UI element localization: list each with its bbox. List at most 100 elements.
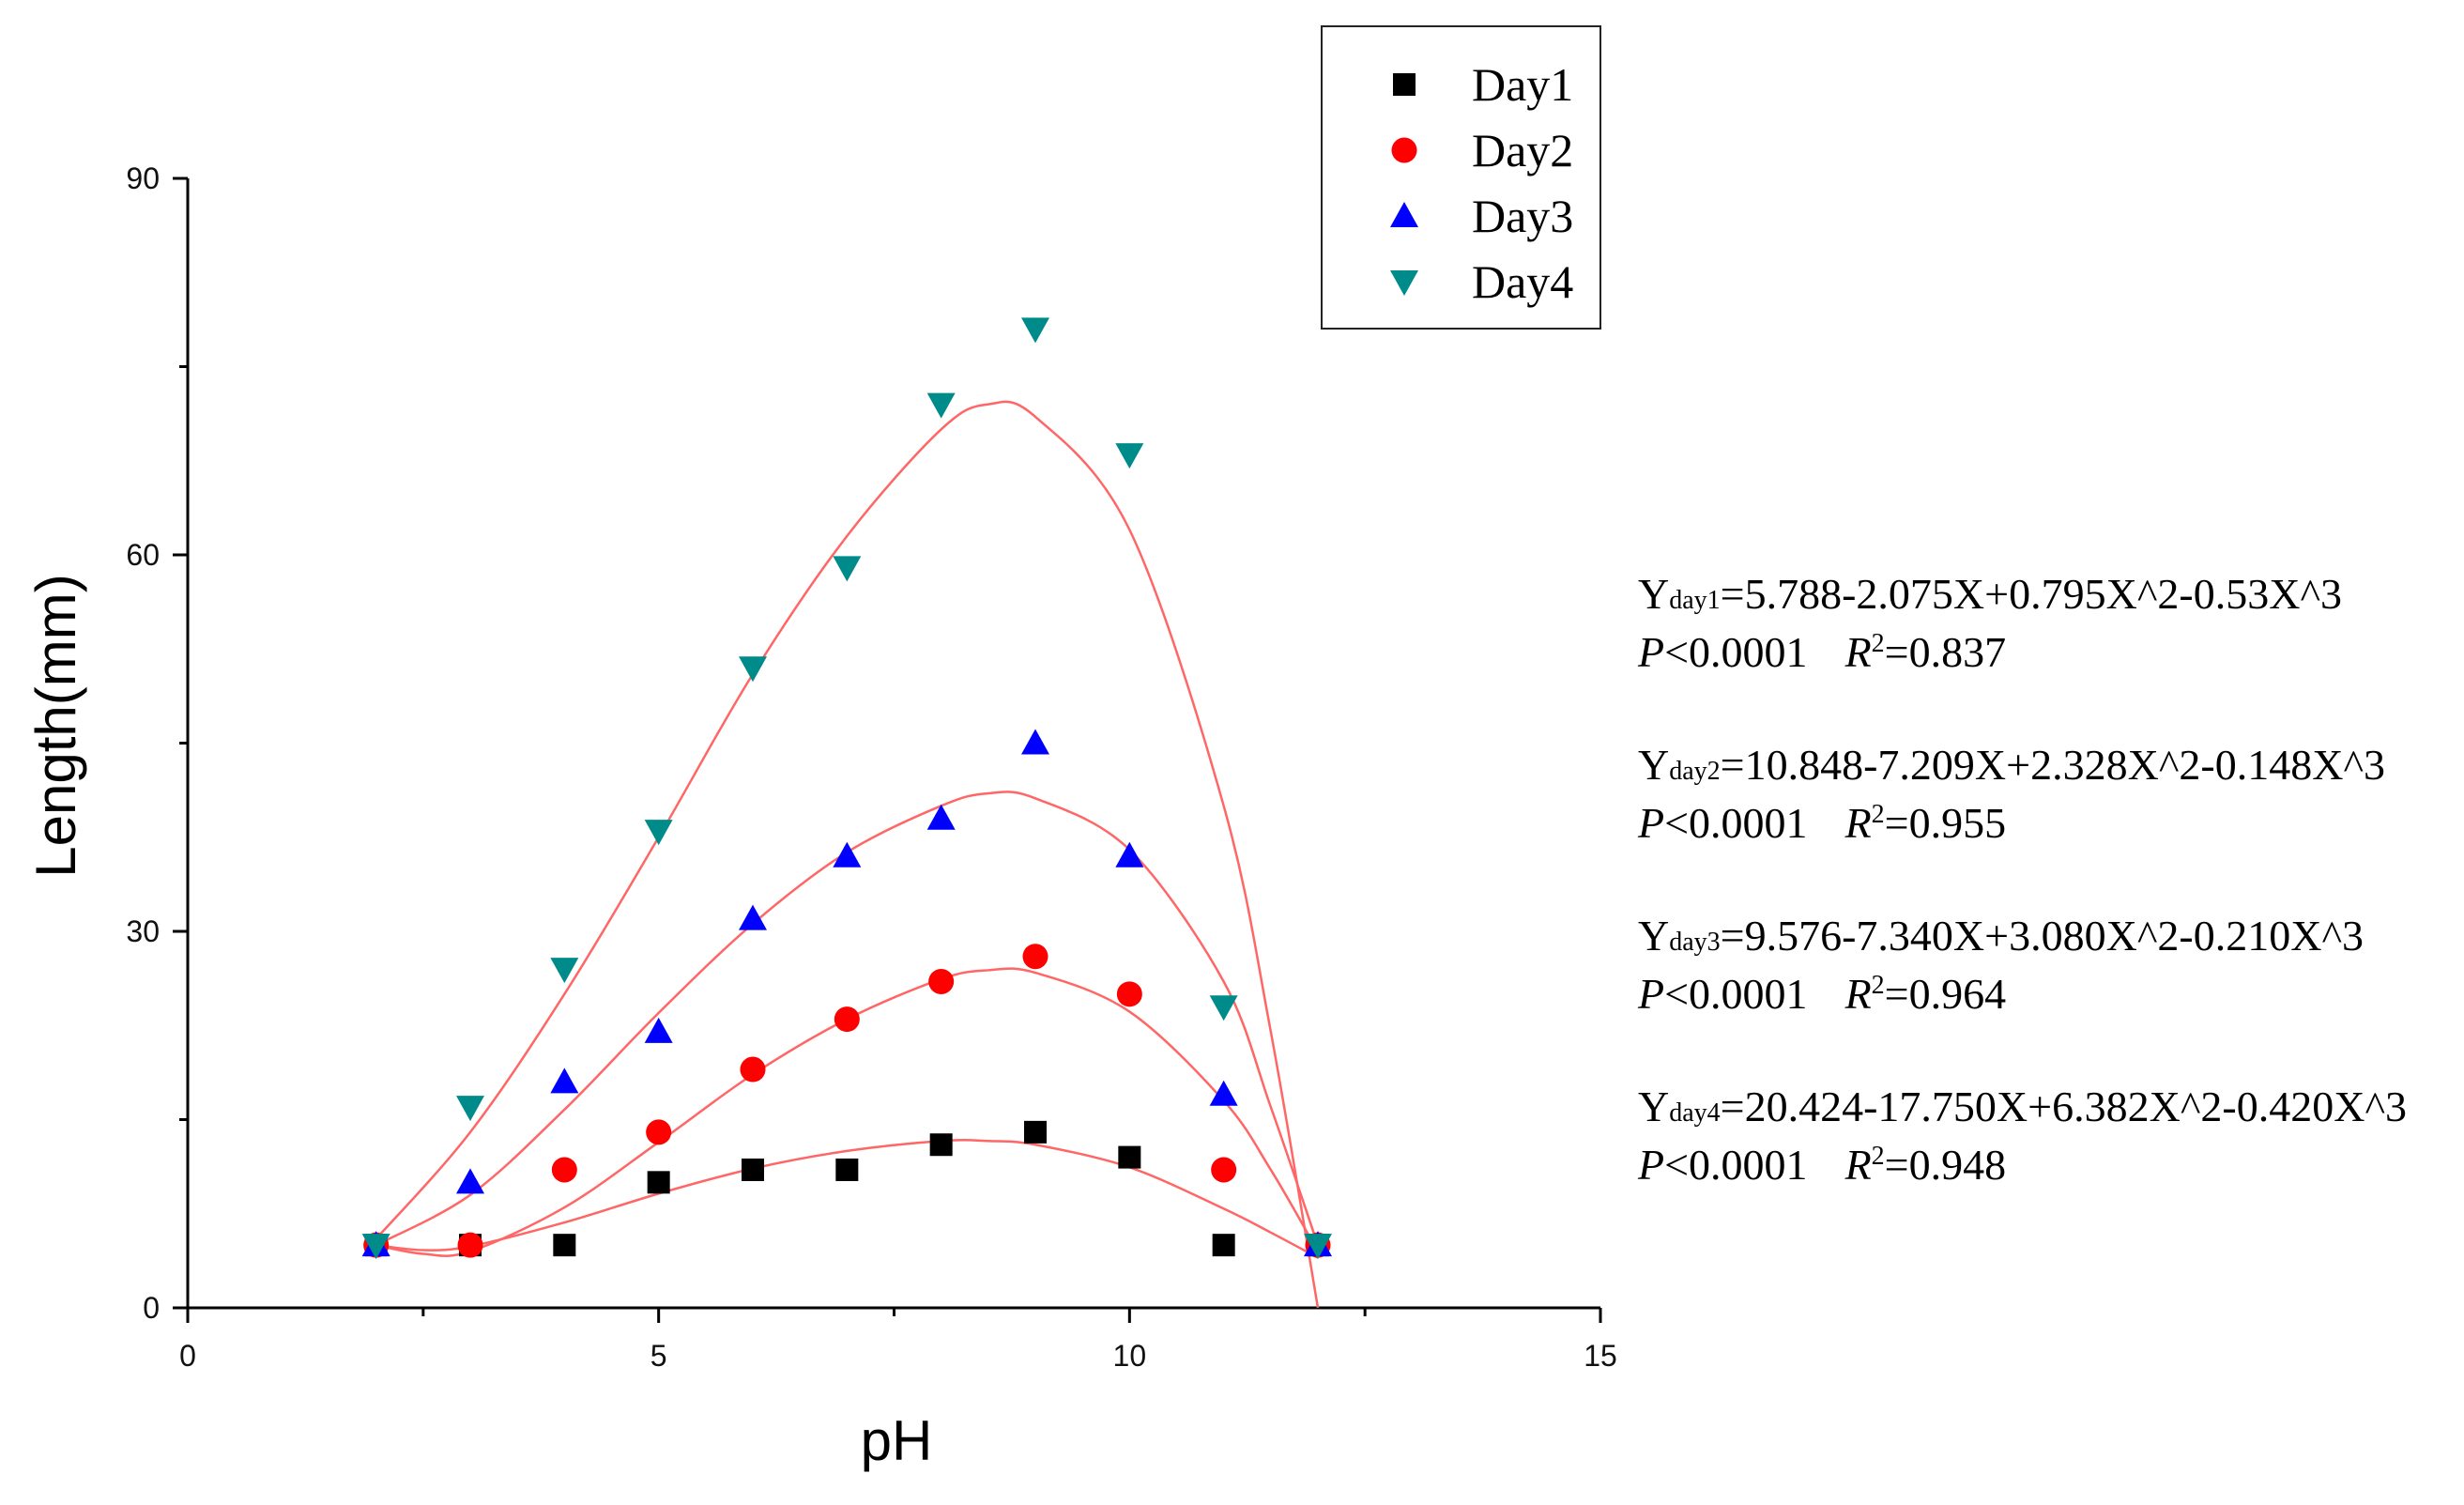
- data-point-day1: [1212, 1234, 1235, 1257]
- p-symbol: P: [1637, 1141, 1664, 1189]
- r-symbol: R: [1844, 628, 1872, 676]
- equation-subscript: day4: [1669, 1098, 1720, 1128]
- data-point-day4: [1021, 317, 1049, 344]
- r-superscript: 2: [1872, 1142, 1885, 1171]
- x-axis-title: pH: [861, 1409, 933, 1472]
- legend-label-day1: Day1: [1472, 58, 1573, 111]
- equation-subscript: day1: [1669, 586, 1720, 615]
- p-value: <0.0001: [1664, 1141, 1807, 1189]
- legend-label-day2: Day2: [1472, 124, 1573, 177]
- data-point-day1: [647, 1171, 670, 1194]
- data-point-day1: [553, 1234, 576, 1257]
- legend-label-day3: Day3: [1472, 190, 1573, 242]
- legend-marker-day3: [1390, 202, 1418, 227]
- data-point-day4: [1115, 443, 1144, 469]
- y-tick-label: 90: [126, 161, 160, 195]
- data-point-day3: [456, 1168, 484, 1194]
- data-point-day2: [928, 968, 955, 994]
- data-point-day4: [926, 392, 956, 419]
- data-point-day3: [550, 1067, 579, 1094]
- p-value: <0.0001: [1664, 970, 1807, 1018]
- r-superscript: 2: [1872, 629, 1885, 658]
- x-tick-label: 0: [179, 1339, 196, 1373]
- equation-body: =10.848-7.209X+2.328X^2-0.148X^3: [1721, 741, 2385, 789]
- data-point-day4: [833, 556, 862, 582]
- data-point-day4: [361, 1234, 390, 1260]
- data-point-day2: [834, 1006, 860, 1033]
- x-tick-label: 5: [650, 1339, 667, 1373]
- legend-marker-day2: [1391, 137, 1417, 163]
- data-point-day4: [456, 1096, 484, 1122]
- p-symbol: P: [1637, 970, 1664, 1018]
- data-point-day1: [1024, 1120, 1047, 1144]
- legend-marker-day4: [1390, 270, 1418, 296]
- data-point-day2: [551, 1157, 577, 1183]
- data-point-day1: [742, 1158, 764, 1181]
- legend-box: [1321, 25, 1601, 330]
- equation-line: Yday4=20.424-17.750X+6.382X^2-0.420X^3: [1638, 1083, 2407, 1130]
- equation-line: Yday1=5.788-2.075X+0.795X^2-0.53X^3: [1638, 570, 2342, 618]
- x-tick-label: 15: [1584, 1339, 1617, 1373]
- data-point-day2: [1211, 1157, 1237, 1183]
- equation-y-symbol: Y: [1638, 570, 1669, 618]
- data-point-day3: [739, 904, 767, 930]
- data-point-day4: [644, 820, 673, 846]
- statistics-line: P<0.0001 R2=0.948: [1637, 1141, 2006, 1189]
- statistics-line: P<0.0001 R2=0.837: [1637, 628, 2006, 676]
- data-point-day3: [644, 1017, 673, 1043]
- r-value: =0.948: [1885, 1141, 2006, 1189]
- data-point-day1: [835, 1158, 859, 1181]
- equation-body: =20.424-17.750X+6.382X^2-0.420X^3: [1721, 1083, 2407, 1130]
- legend: Day1 Day2 Day3 Day4: [1321, 25, 1601, 330]
- equation-y-symbol: Y: [1638, 741, 1669, 789]
- data-point-day3: [833, 841, 862, 868]
- y-tick-label: 30: [126, 914, 160, 948]
- r-value: =0.964: [1885, 970, 2006, 1018]
- data-point-day3: [926, 804, 956, 830]
- r-superscript: 2: [1872, 800, 1885, 829]
- equation-y-symbol: Y: [1638, 912, 1669, 960]
- axes: 0 5 10 15 0 30 60 90: [126, 161, 1616, 1373]
- data-point-day2: [646, 1119, 672, 1145]
- statistics-line: P<0.0001 R2=0.964: [1637, 970, 2006, 1018]
- data-markers: [361, 317, 1332, 1260]
- r-superscript: 2: [1872, 971, 1885, 1000]
- r-value: =0.955: [1885, 799, 2006, 847]
- data-point-day2: [1022, 944, 1048, 970]
- fit-curve-day1: [375, 1139, 1319, 1259]
- statistics-line: P<0.0001 R2=0.955: [1637, 799, 2006, 847]
- legend-marker-day1: [1393, 73, 1416, 96]
- data-point-day3: [1021, 729, 1049, 755]
- equation-line: Yday2=10.848-7.209X+2.328X^2-0.148X^3: [1638, 741, 2385, 789]
- equation-annotations: Yday1=5.788-2.075X+0.795X^2-0.53X^3P<0.0…: [1637, 570, 2407, 1189]
- legend-label-day4: Day4: [1472, 255, 1573, 308]
- data-point-day4: [1304, 1234, 1332, 1260]
- data-point-day2: [740, 1056, 766, 1083]
- data-point-day1: [1118, 1145, 1141, 1169]
- data-point-day3: [1115, 841, 1144, 868]
- data-point-day4: [739, 656, 767, 683]
- data-point-day1: [929, 1133, 953, 1157]
- p-value: <0.0001: [1664, 799, 1807, 847]
- y-axis-title: Length(mm): [24, 574, 87, 877]
- p-symbol: P: [1637, 799, 1664, 847]
- data-point-day2: [457, 1232, 483, 1258]
- fit-curve-day4: [375, 400, 1320, 1309]
- equation-subscript: day2: [1669, 757, 1720, 786]
- y-tick-label: 0: [143, 1291, 160, 1325]
- data-point-day4: [550, 958, 579, 984]
- r-value: =0.837: [1885, 628, 2006, 676]
- equation-body: =9.576-7.340X+3.080X^2-0.210X^3: [1721, 912, 2364, 960]
- r-symbol: R: [1844, 970, 1872, 1018]
- data-point-day2: [1116, 981, 1142, 1007]
- r-symbol: R: [1844, 799, 1872, 847]
- p-value: <0.0001: [1664, 628, 1807, 676]
- data-point-day3: [1209, 1080, 1238, 1106]
- r-symbol: R: [1844, 1141, 1872, 1189]
- equation-subscript: day3: [1669, 928, 1720, 957]
- data-point-day4: [1209, 995, 1238, 1021]
- y-tick-label: 60: [126, 538, 160, 572]
- equation-line: Yday3=9.576-7.340X+3.080X^2-0.210X^3: [1638, 912, 2364, 960]
